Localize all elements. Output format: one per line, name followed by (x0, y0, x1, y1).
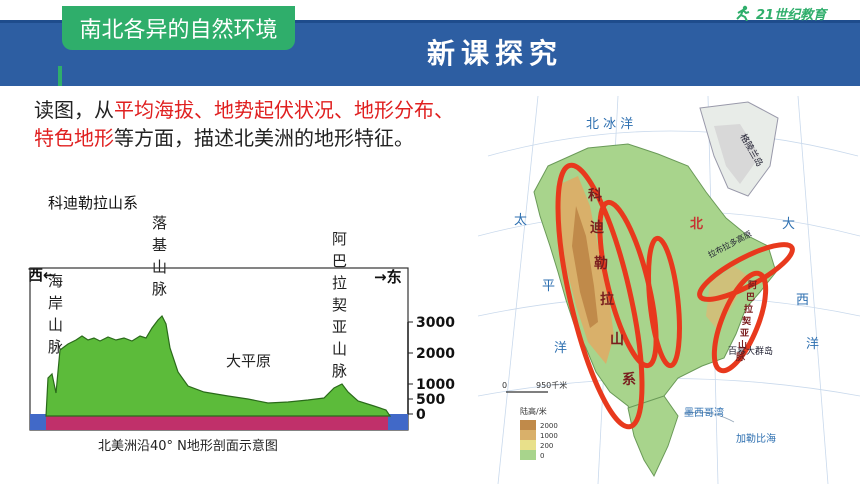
cordillera-vertical-label: 科 迪 勒 拉 山 系 (588, 187, 636, 388)
rocky-mountains-label: 落 基 山 脉 (152, 214, 167, 298)
svg-text:拉: 拉 (600, 291, 614, 308)
brand-logo: 21世纪教育 (734, 4, 844, 23)
svg-text:平: 平 (542, 279, 555, 294)
terrain-profile-figure: 科迪勒拉山系 西← →东 海 岸 山 脉 落 基 山 脉 阿 巴 拉 契 亚 山… (28, 194, 455, 454)
north-america-map: 北 冰 洋 北 拉布拉多高原 格陵兰岛 百慕大群岛 墨西哥湾 加勒比海 太 平 … (478, 96, 860, 484)
tick-1000: 1000 (416, 377, 455, 393)
svg-text:阿: 阿 (332, 230, 347, 248)
plains-ellipse (646, 235, 682, 369)
svg-text:山: 山 (332, 340, 347, 358)
tick-3000: 3000 (416, 315, 455, 331)
svg-text:脉: 脉 (152, 280, 167, 298)
map-north-label: 北 (690, 217, 703, 232)
instruction-tail: 等方面，描述北美洲的地形特征。 (114, 126, 414, 150)
svg-text:洋: 洋 (806, 337, 819, 352)
instruction-highlight: 平均海拔、地势起伏状况、地形分布、特色地形 (34, 98, 454, 150)
arctic-ocean-label: 北 冰 洋 (586, 117, 633, 132)
brand-logo-text: 21世纪教育 (756, 7, 827, 23)
cordillera-outer-ellipse (555, 162, 645, 430)
instruction-lead: 读图，从 (34, 98, 114, 122)
ocean-east (388, 414, 408, 430)
coast-range-char: 海 (48, 272, 63, 290)
section-title: 新课探究 (426, 37, 563, 70)
pacific-ocean-label: 太 平 洋 (514, 213, 567, 356)
crust-layer (46, 416, 388, 430)
svg-text:1000: 1000 (540, 432, 558, 440)
svg-text:太: 太 (514, 213, 527, 228)
svg-text:山: 山 (738, 339, 747, 351)
coast-range-label: 海 岸 山 脉 (48, 272, 63, 356)
tick-500: 500 (416, 392, 445, 408)
svg-text:脉: 脉 (332, 362, 347, 380)
svg-text:大: 大 (782, 217, 795, 232)
west-label: 西← (28, 266, 56, 284)
svg-text:洋: 洋 (554, 341, 567, 356)
instruction-text: 读图，从平均海拔、地势起伏状况、地形分布、特色地形等方面，描述北美洲的地形特征。 (34, 96, 454, 152)
svg-text:契: 契 (741, 315, 752, 327)
svg-text:脉: 脉 (735, 351, 746, 363)
elevation-ticks: 3000 2000 1000 500 0 (408, 315, 455, 423)
svg-text:契: 契 (332, 296, 347, 314)
atlantic-ocean-label: 大 西 洋 (782, 217, 819, 352)
svg-text:阿: 阿 (748, 280, 757, 291)
svg-text:亚: 亚 (332, 318, 347, 336)
caribbean-label: 加勒比海 (736, 432, 776, 445)
legend-title: 陆高/米 (520, 406, 547, 416)
map-scale: 0 950千米 (502, 380, 567, 393)
bermuda-label: 百慕大群岛 (728, 345, 773, 357)
green-accent (58, 66, 62, 86)
svg-text:拉: 拉 (744, 303, 753, 315)
svg-text:巴: 巴 (332, 252, 347, 270)
elevation-legend: 陆高/米 2000 1000 200 0 (520, 406, 558, 460)
cordillera-label: 科迪勒拉山系 (48, 194, 138, 212)
appalachian-label: 阿 巴 拉 契 亚 山 脉 (332, 230, 347, 380)
svg-text:西: 西 (796, 293, 809, 308)
gulf-label: 墨西哥湾 (684, 406, 724, 419)
svg-text:系: 系 (622, 371, 636, 388)
runner-icon (736, 5, 750, 21)
appalachian-ellipse (711, 270, 769, 374)
chapter-tab-label: 南北各异的自然环境 (79, 18, 278, 43)
svg-text:山: 山 (152, 258, 167, 276)
svg-text:2000: 2000 (540, 422, 558, 430)
great-plains-label: 大平原 (226, 352, 271, 370)
svg-text:山: 山 (48, 316, 63, 334)
terrain-profile-shape (45, 314, 392, 417)
scale-zero: 0 (502, 381, 507, 390)
svg-text:落: 落 (152, 214, 167, 232)
svg-text:200: 200 (540, 442, 553, 450)
chapter-tab[interactable]: 南北各异的自然环境 (62, 6, 295, 50)
highlight-ellipses (555, 162, 795, 430)
svg-text:科: 科 (588, 187, 602, 204)
tick-0: 0 (416, 407, 426, 423)
header-bar (0, 0, 860, 86)
tick-2000: 2000 (416, 346, 455, 362)
svg-text:巴: 巴 (746, 292, 755, 303)
appalachian-vertical-label: 阿 巴 拉 契 亚 山 脉 (735, 280, 757, 363)
labrador-ellipse (697, 242, 795, 302)
ocean-west (30, 414, 46, 430)
east-label: →东 (374, 268, 402, 286)
svg-text:迪: 迪 (590, 219, 604, 236)
svg-text:岸: 岸 (48, 294, 63, 312)
svg-text:0: 0 (540, 452, 544, 460)
svg-text:亚: 亚 (740, 328, 749, 339)
svg-text:勒: 勒 (594, 255, 608, 272)
profile-caption: 北美洲沿40° N地形剖面示意图 (98, 438, 278, 454)
svg-text:拉: 拉 (332, 274, 347, 292)
svg-text:山: 山 (610, 332, 624, 348)
svg-text:基: 基 (152, 236, 167, 254)
scale-value: 950千米 (536, 380, 567, 390)
